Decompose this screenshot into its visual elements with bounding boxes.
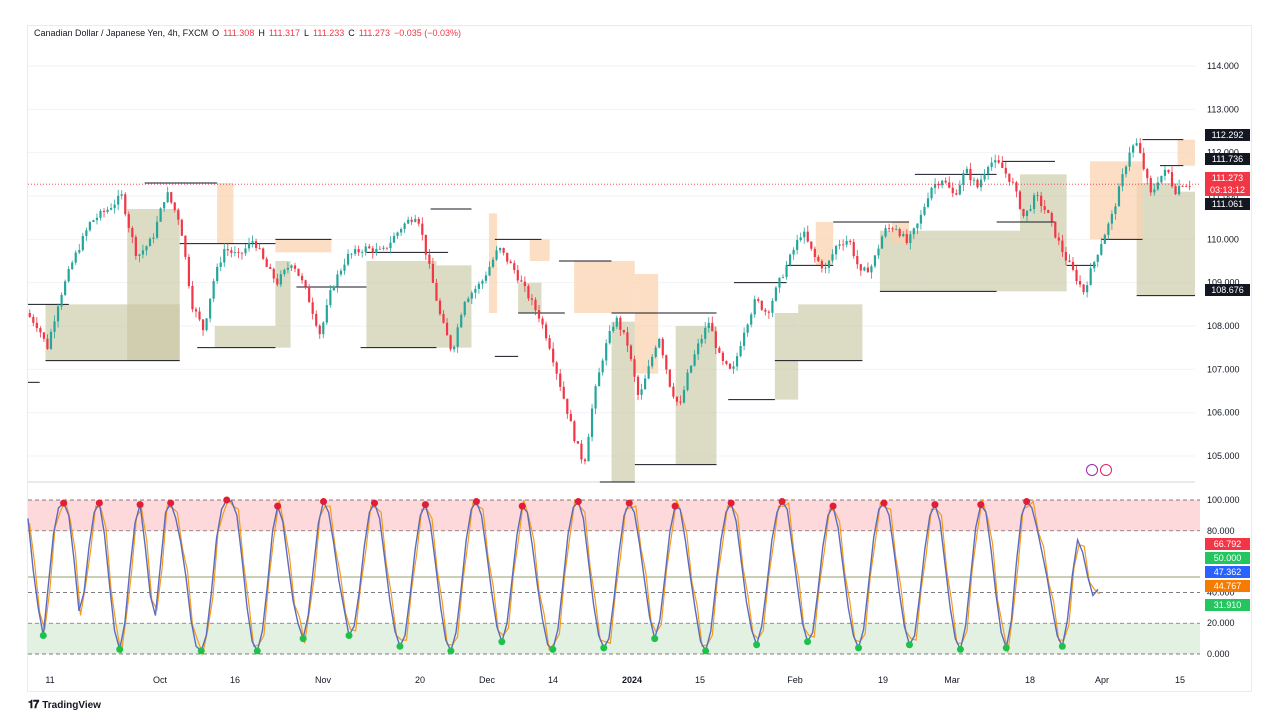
change-value: −0.035 (−0.03%)	[393, 28, 462, 38]
open-label: O	[212, 28, 220, 38]
alert-icon[interactable]	[1100, 464, 1112, 476]
low-label: L	[304, 28, 310, 38]
price-tag-support-low: 108.676	[1205, 284, 1250, 296]
chart-frame	[27, 25, 1252, 692]
close-label: C	[348, 28, 355, 38]
close-value: 111.273	[358, 28, 390, 38]
symbol-title[interactable]: Canadian Dollar / Japanese Yen, 4h, FXCM	[34, 28, 209, 38]
osc-tag-4: 44.767	[1205, 580, 1250, 592]
price-tag-support-near: 111.061	[1205, 198, 1250, 210]
high-label: H	[258, 28, 265, 38]
current-price: 111.273	[1211, 173, 1244, 183]
chart-header: Canadian Dollar / Japanese Yen, 4h, FXCM…	[34, 28, 461, 38]
osc-tag-2: 50.000	[1205, 552, 1250, 564]
tradingview-brand: TradingView	[42, 700, 101, 711]
high-value: 111.317	[268, 28, 301, 38]
osc-tag-1: 66.792	[1205, 538, 1250, 550]
price-tag-resistance: 111.736	[1205, 153, 1250, 165]
open-value: 111.308	[223, 28, 255, 38]
indicator-icons[interactable]	[1086, 464, 1112, 476]
osc-tag-5: 31.910	[1205, 599, 1250, 611]
bar-countdown: 03:13:12	[1209, 185, 1246, 195]
tradingview-icon: 𝟏𝟕	[28, 699, 39, 711]
replay-icon[interactable]	[1086, 464, 1098, 476]
low-value: 111.233	[313, 28, 345, 38]
price-tag-high: 112.292	[1205, 129, 1250, 141]
tradingview-logo[interactable]: 𝟏𝟕 TradingView	[28, 699, 101, 712]
osc-tag-3: 47.362	[1205, 566, 1250, 578]
price-tag-current: 111.273 03:13:12	[1205, 172, 1250, 196]
